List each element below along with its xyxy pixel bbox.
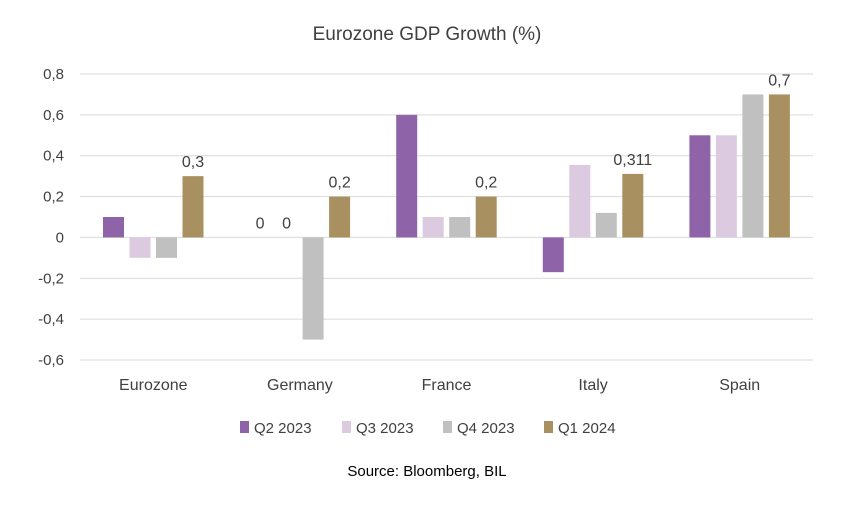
bar [422, 217, 444, 238]
y-tick-label: 0,4 [43, 148, 64, 165]
y-tick-label: -0,2 [38, 270, 64, 287]
bar [622, 173, 644, 238]
data-label: 0,7 [768, 72, 790, 89]
bar [768, 94, 790, 238]
y-axis-ticks: -0,6 -0,4 -0,2 0 0,2 0,4 0,6 0,8 [38, 66, 64, 369]
data-label: 0 [282, 215, 291, 232]
bar [156, 237, 177, 258]
category-label: Spain [719, 377, 760, 394]
y-tick-label: 0,8 [43, 66, 64, 83]
legend-label: Q2 2023 [254, 420, 312, 437]
bar [396, 114, 418, 238]
bar [542, 237, 564, 273]
data-label: 0,311 [613, 152, 652, 169]
bar [475, 196, 497, 238]
y-tick-label: 0 [56, 229, 64, 246]
category-label: Eurozone [119, 377, 188, 394]
legend-swatch [443, 421, 452, 433]
y-tick-label: 0,2 [43, 189, 64, 206]
y-tick-label: -0,6 [38, 352, 64, 369]
legend: Q2 2023 Q3 2023 Q4 2023 Q1 2024 [240, 420, 616, 437]
bar [595, 212, 617, 238]
bar [302, 237, 324, 340]
bar [182, 176, 204, 238]
data-labels: 0,3 0 0 0,2 0,2 0,311 0,7 [182, 72, 791, 232]
legend-swatch [544, 421, 553, 433]
y-tick-label: 0,6 [43, 107, 64, 124]
legend-label: Q4 2023 [457, 420, 515, 437]
bar [103, 217, 124, 238]
legend-swatch [240, 421, 249, 433]
category-label: Germany [267, 377, 333, 394]
bar [715, 135, 737, 238]
bar [129, 237, 151, 258]
legend-swatch [342, 421, 351, 433]
data-label: 0,3 [182, 154, 204, 171]
category-label: Italy [578, 377, 607, 394]
bar [569, 164, 591, 238]
legend-label: Q3 2023 [356, 420, 414, 437]
bar [449, 217, 471, 238]
source-note: Source: Bloomberg, BIL [347, 463, 506, 480]
bar [689, 135, 711, 238]
data-label: 0,2 [328, 175, 350, 192]
bar [742, 94, 764, 238]
y-tick-label: -0,4 [38, 311, 64, 328]
data-label: 0 [256, 215, 265, 232]
bar [329, 196, 351, 238]
data-label: 0,2 [475, 175, 497, 192]
bars [103, 94, 790, 340]
chart-title: Eurozone GDP Growth (%) [313, 24, 542, 45]
category-label: France [422, 377, 472, 394]
x-axis-categories: Eurozone Germany France Italy Spain [119, 377, 760, 394]
legend-label: Q1 2024 [558, 420, 616, 437]
